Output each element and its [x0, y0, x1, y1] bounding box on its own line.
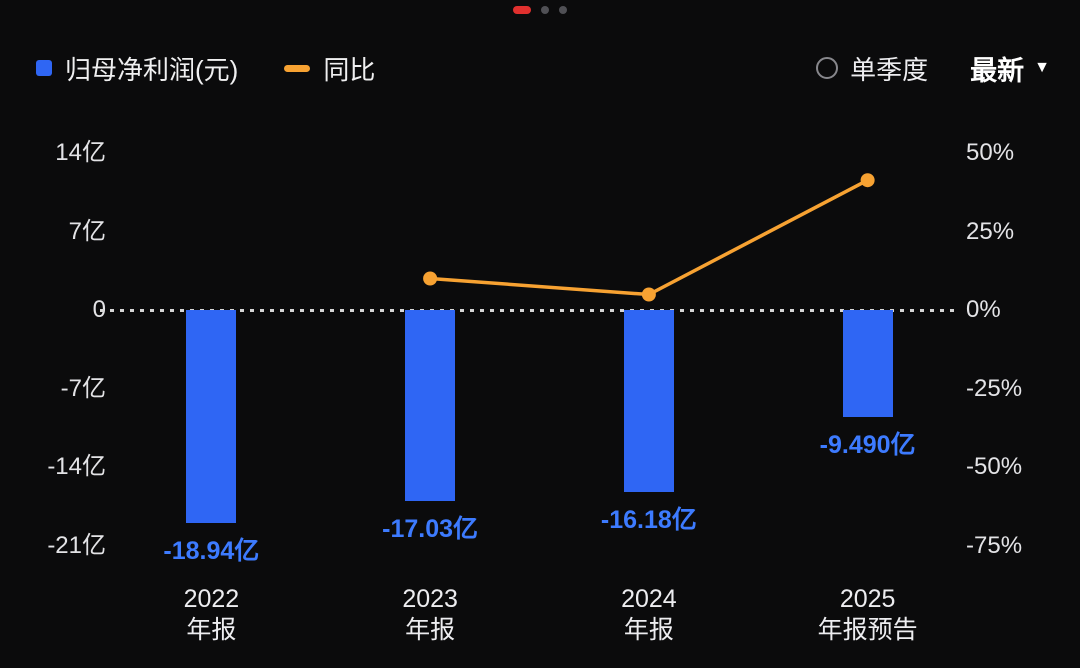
bar-value-label: -9.490亿 — [819, 430, 916, 459]
line-point[interactable] — [423, 271, 438, 286]
bar[interactable] — [623, 310, 674, 492]
period-dropdown-value: 最新 — [970, 55, 1025, 86]
legend-net-profit[interactable]: 归母净利润(元) — [36, 50, 238, 87]
bar[interactable] — [186, 310, 237, 523]
legend-yoy[interactable]: 同比 — [284, 50, 375, 87]
bar-value-label: -16.18亿 — [600, 505, 697, 534]
yoy-line — [429, 178, 869, 297]
legend-net-profit-label: 归母净利润(元) — [65, 54, 239, 85]
x-label: 2024 年报 — [621, 585, 677, 644]
x-label: 2025 年报预告 — [817, 585, 918, 644]
y-tick-right: 25% — [966, 217, 1015, 245]
legend-row: 归母净利润(元) 同比 单季度 最新 ▼ — [36, 50, 1050, 86]
legend-yoy-label: 同比 — [323, 54, 376, 85]
line-point[interactable] — [860, 173, 875, 188]
line-swatch-icon — [284, 64, 311, 72]
pagination-dot[interactable] — [559, 6, 567, 14]
single-quarter-label[interactable]: 单季度 — [850, 54, 929, 85]
chevron-down-icon: ▼ — [1034, 59, 1050, 76]
bar[interactable] — [842, 310, 893, 417]
pagination-dot[interactable] — [541, 6, 549, 14]
chart-controls: 单季度 最新 ▼ — [816, 49, 1050, 88]
y-tick-right: -25% — [966, 374, 1023, 402]
y-tick-left: -14亿 — [47, 453, 106, 481]
pagination-dots — [0, 3, 1080, 17]
y-tick-left: -21亿 — [47, 532, 106, 559]
y-tick-left: 7亿 — [68, 217, 106, 245]
bar-value-label: -17.03亿 — [382, 515, 479, 544]
y-tick-left: -7亿 — [60, 374, 106, 402]
single-quarter-radio[interactable] — [816, 57, 839, 79]
zero-line — [100, 309, 958, 313]
line-point[interactable] — [641, 287, 656, 302]
y-tick-left: 0 — [18, 295, 106, 325]
bar-value-label: -18.94亿 — [163, 536, 260, 565]
y-tick-left: 14亿 — [55, 139, 106, 166]
x-label: 2023 年报 — [402, 585, 458, 644]
y-tick-right: -50% — [966, 453, 1023, 481]
period-dropdown[interactable]: 最新 ▼ — [970, 49, 1050, 88]
y-tick-right: 50% — [966, 139, 1015, 166]
bar[interactable] — [405, 310, 456, 502]
bar-swatch-icon — [36, 60, 52, 76]
x-label: 2022 年报 — [183, 585, 240, 644]
y-tick-right: 0% — [966, 296, 1001, 324]
pagination-dot-active[interactable] — [513, 6, 531, 14]
y-tick-right: -75% — [966, 532, 1023, 559]
